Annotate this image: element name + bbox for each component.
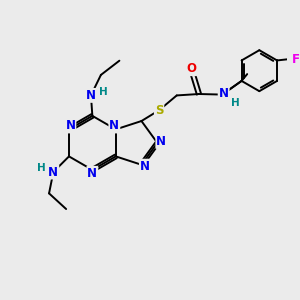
Text: H: H bbox=[231, 98, 239, 107]
Text: N: N bbox=[65, 119, 75, 133]
Text: N: N bbox=[156, 135, 166, 148]
Text: F: F bbox=[292, 52, 299, 65]
Text: N: N bbox=[219, 87, 229, 100]
Text: H: H bbox=[37, 163, 46, 173]
Text: S: S bbox=[155, 104, 164, 117]
Text: O: O bbox=[186, 62, 196, 75]
Text: H: H bbox=[98, 87, 107, 97]
Text: N: N bbox=[86, 89, 96, 102]
Text: N: N bbox=[140, 160, 150, 173]
Text: N: N bbox=[87, 167, 98, 180]
Text: N: N bbox=[48, 166, 58, 178]
Text: N: N bbox=[109, 119, 119, 133]
